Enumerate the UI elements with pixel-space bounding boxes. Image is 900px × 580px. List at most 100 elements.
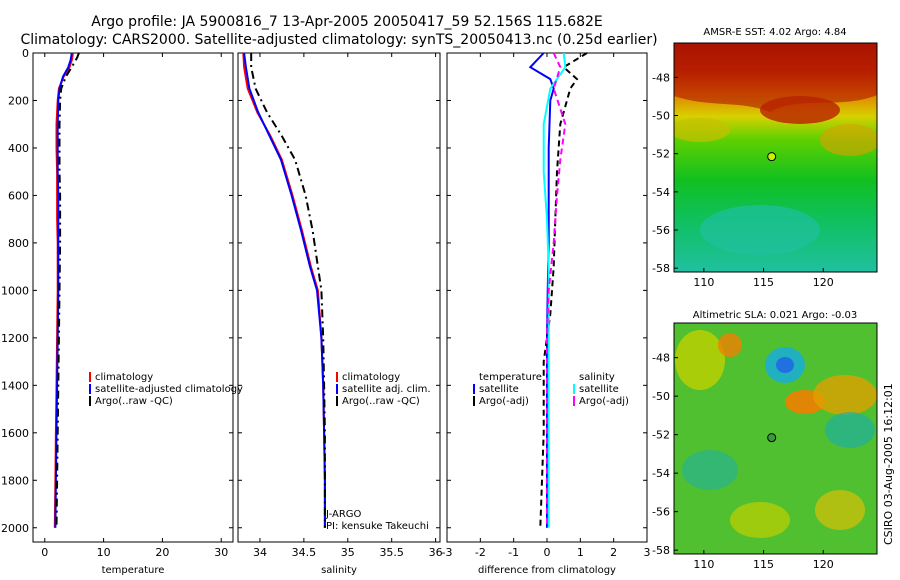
sst-map-frame [673, 42, 878, 273]
salinity-legend-label: Argo(..raw -QC) [342, 396, 420, 407]
temperature-ytick-label: 2000 [1, 522, 29, 535]
salinity-xtick-label: 36 [429, 546, 443, 559]
sla-map-ytick-label: -48 [652, 352, 670, 365]
sla-patch-5 [682, 450, 738, 490]
difference-xlabel: difference from climatology [478, 565, 616, 576]
difference-xtick-label: 2 [610, 546, 617, 559]
salinity-annotation: PI: kensuke Takeuchi [326, 521, 429, 532]
sst-warm-patch [674, 43, 877, 112]
sst-map-argo-marker [767, 152, 777, 162]
sla-map-argo-marker [767, 433, 777, 443]
sst-cool-patch [700, 205, 820, 255]
temperature-legend-label: satellite-adjusted climatology [95, 384, 243, 395]
temperature-ytick-label: 400 [8, 142, 29, 155]
sla-map-xtick-label: 120 [813, 558, 834, 571]
temperature-xtick-label: 20 [155, 546, 169, 559]
sla-map-ytick-label: -52 [652, 429, 670, 442]
difference-xtick-label: 0 [544, 546, 551, 559]
salinity-xtick-label: 35 [341, 546, 355, 559]
temperature-ytick-label: 600 [8, 189, 29, 202]
sla-patch-4 [825, 412, 875, 448]
sst-map-xtick-label: 120 [813, 276, 834, 289]
sla-patch-6 [730, 502, 790, 538]
sla-map-ytick-label: -58 [652, 544, 670, 557]
side-label: CSIRO 03-Aug-2005 16:12:01 [882, 383, 895, 545]
sst-warm-eddy [760, 96, 840, 124]
temperature-xtick-label: 0 [41, 546, 48, 559]
temperature-legend-label: climatology [95, 372, 153, 383]
salinity-series-climatology [242, 52, 326, 528]
difference-series-satellite [528, 52, 555, 528]
temperature-ytick-label: 0 [22, 47, 29, 60]
sla-map: Altimetric SLA: 0.021 Argo: -0.03 110 115… [652, 310, 878, 571]
sst-map-ytick-label: -56 [652, 224, 670, 237]
temperature-ytick-label: 800 [8, 237, 29, 250]
sla-patch-3 [813, 375, 877, 415]
sla-map-title: Altimetric SLA: 0.021 Argo: -0.03 [693, 310, 858, 321]
temperature-series-satellite-adjusted-climatology [54, 52, 73, 528]
sla-map-xtick-label: 110 [693, 558, 714, 571]
title-line2: Climatology: CARS2000. Satellite-adjuste… [20, 32, 657, 48]
difference-series-argo-adj- [546, 52, 567, 528]
difference-xtick-label: 3 [644, 546, 651, 559]
difference-legend-right-label: salinity [579, 372, 615, 383]
sla-map-ytick-label: -56 [652, 506, 670, 519]
salinity-xtick-label: 35.5 [379, 546, 404, 559]
sst-map-ytick-label: -50 [652, 110, 670, 123]
temperature-xlabel: temperature [102, 565, 165, 576]
title-line1: Argo profile: JA 5900816_7 13-Apr-2005 2… [91, 14, 603, 30]
temperature-frame [32, 52, 234, 543]
temperature-xtick-label: 30 [214, 546, 228, 559]
sst-map-ytick-label: -48 [652, 71, 670, 84]
temperature-xtick-label: 10 [97, 546, 111, 559]
difference-xtick-label: -3 [442, 546, 453, 559]
sla-patch-2 [718, 333, 742, 357]
salinity-xtick-label: 34 [253, 546, 267, 559]
sla-map-ytick-label: -54 [652, 467, 670, 480]
temperature-series-argo-raw-qc- [55, 52, 80, 528]
temperature-ytick-label: 1600 [1, 427, 29, 440]
difference-series-argo-adj- [539, 52, 588, 528]
temperature-legend-label: Argo(..raw -QC) [95, 396, 173, 407]
sst-orange-patch [820, 124, 877, 156]
sla-map-ytick-label: -50 [652, 390, 670, 403]
salinity-panel: 34 34.5 35 35.5 36 salinity climatologysatelli… [237, 52, 443, 576]
sst-map-xtick-label: 115 [753, 276, 774, 289]
sst-map-ytick-label: -52 [652, 148, 670, 161]
difference-legend-left-label: satellite [479, 384, 519, 395]
salinity-xlabel: salinity [321, 565, 357, 576]
sst-map-title: AMSR-E SST: 4.02 Argo: 4.84 [703, 27, 846, 38]
sla-patch-7 [815, 490, 865, 530]
difference-legend-left-label: temperature [479, 372, 542, 383]
salinity-annotation: J-ARGO [325, 509, 362, 520]
sst-yellow-patch [674, 118, 730, 142]
sst-map-xtick-label: 110 [693, 276, 714, 289]
difference-legend-left-label: Argo(-adj) [479, 396, 529, 407]
difference-legend-right-label: satellite [579, 384, 619, 395]
salinity-series-satellite-adj-clim- [243, 52, 326, 528]
sst-map: AMSR-E SST: 4.02 Argo: 4.84 110 115 120 -48… [652, 27, 878, 289]
temperature-ytick-label: 1000 [1, 284, 29, 297]
temperature-panel: 0 10 20 30 0 200 400 600 800 1000 1200 1400 1600 1800… [1, 47, 243, 576]
difference-xtick-label: -1 [508, 546, 519, 559]
sla-map-xtick-label: 115 [753, 558, 774, 571]
salinity-series-argo-raw-qc- [250, 53, 326, 528]
sla-patch-1 [675, 330, 725, 390]
salinity-frame [237, 52, 441, 543]
salinity-legend-label: satellite adj. clim. [342, 384, 431, 395]
sst-map-ytick-label: -54 [652, 186, 670, 199]
difference-xtick-label: -2 [475, 546, 486, 559]
salinity-xtick-label: 34.5 [292, 546, 317, 559]
temperature-ytick-label: 200 [8, 94, 29, 107]
difference-panel: -3 -2 -1 0 1 2 3 difference from climatology tem… [442, 52, 651, 576]
salinity-legend-label: climatology [342, 372, 400, 383]
sla-map-frame [673, 322, 878, 555]
temperature-ytick-label: 1400 [1, 379, 29, 392]
difference-xtick-label: 1 [577, 546, 584, 559]
sst-map-ytick-label: -58 [652, 262, 670, 275]
sla-low-core [776, 357, 794, 373]
temperature-ytick-label: 1200 [1, 332, 29, 345]
temperature-ytick-label: 1800 [1, 474, 29, 487]
